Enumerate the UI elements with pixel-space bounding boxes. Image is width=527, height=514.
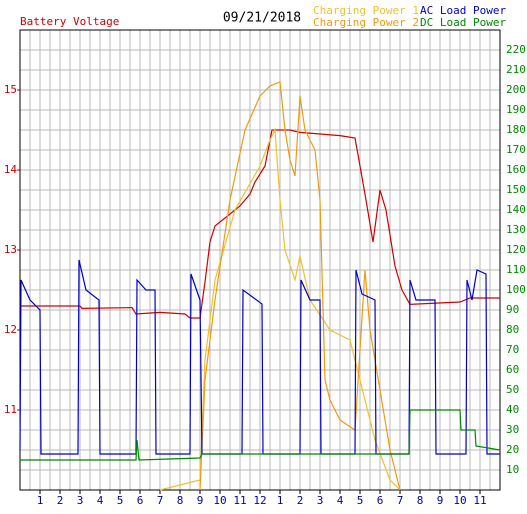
y2-tick-label: 110: [506, 263, 526, 276]
legend-entry: DC Load Power: [420, 16, 506, 29]
x-tick-label: 9: [437, 494, 444, 507]
y2-tick-label: 50: [506, 383, 519, 396]
x-tick-label: 9: [197, 494, 204, 507]
x-tick-label: 4: [337, 494, 344, 507]
y2-tick-label: 60: [506, 363, 519, 376]
x-tick-label: 7: [397, 494, 404, 507]
y2-tick-label: 200: [506, 83, 526, 96]
y2-tick-label: 100: [506, 283, 526, 296]
x-tick-label: 5: [357, 494, 364, 507]
y2-tick-label: 20: [506, 443, 519, 456]
y2-tick-label: 210: [506, 63, 526, 76]
legend-entry: Charging Power 2: [313, 16, 419, 29]
x-tick-label: 2: [57, 494, 64, 507]
y-tick-label: 13: [4, 243, 17, 256]
y2-tick-label: 220: [506, 43, 526, 56]
x-tick-label: 11: [473, 494, 486, 507]
y2-tick-label: 150: [506, 183, 526, 196]
legend-entry: Charging Power 1: [313, 4, 419, 17]
x-tick-label: 2: [297, 494, 304, 507]
chart-title: 09/21/2018: [223, 11, 301, 26]
y2-tick-label: 160: [506, 163, 526, 176]
series-line: [20, 409, 501, 461]
x-tick-label: 7: [157, 494, 164, 507]
x-tick-label: 8: [417, 494, 424, 507]
legend-entry: AC Load Power: [420, 4, 506, 17]
y-tick-label: 14: [4, 163, 18, 176]
x-tick-label: 1: [277, 494, 284, 507]
y2-tick-label: 180: [506, 123, 526, 136]
y-tick-label: 12: [4, 323, 17, 336]
x-tick-label: 3: [317, 494, 324, 507]
y2-tick-label: 120: [506, 243, 526, 256]
series-line: [20, 129, 500, 319]
y-tick-label: 15: [4, 83, 17, 96]
y2-tick-label: 30: [506, 423, 519, 436]
y2-tick-label: 130: [506, 223, 526, 236]
minor-grid: [19, 30, 501, 490]
x-tick-label: 10: [213, 494, 226, 507]
x-tick-label: 1: [37, 494, 44, 507]
y2-tick-label: 10: [506, 463, 519, 476]
y2-tick-label: 70: [506, 343, 519, 356]
x-tick-label: 12: [253, 494, 266, 507]
y2-tick-label: 40: [506, 403, 519, 416]
y2-tick-label: 190: [506, 103, 526, 116]
x-tick-label: 5: [117, 494, 124, 507]
plot-frame: [19, 29, 501, 491]
x-tick-label: 6: [137, 494, 144, 507]
y2-tick-label: 170: [506, 143, 526, 156]
x-tick-label: 4: [97, 494, 104, 507]
x-tick-label: 8: [177, 494, 184, 507]
series-line: [159, 127, 401, 491]
x-tick-label: 10: [453, 494, 466, 507]
x-tick-label: 11: [233, 494, 246, 507]
y-axis-label: Battery Voltage: [20, 15, 119, 28]
series-line: [199, 81, 401, 491]
x-tick-label: 6: [377, 494, 384, 507]
y2-tick-label: 80: [506, 323, 519, 336]
y2-tick-label: 140: [506, 203, 526, 216]
x-tick-label: 3: [77, 494, 84, 507]
y-tick-label: 11: [4, 403, 17, 416]
y2-tick-label: 90: [506, 303, 519, 316]
